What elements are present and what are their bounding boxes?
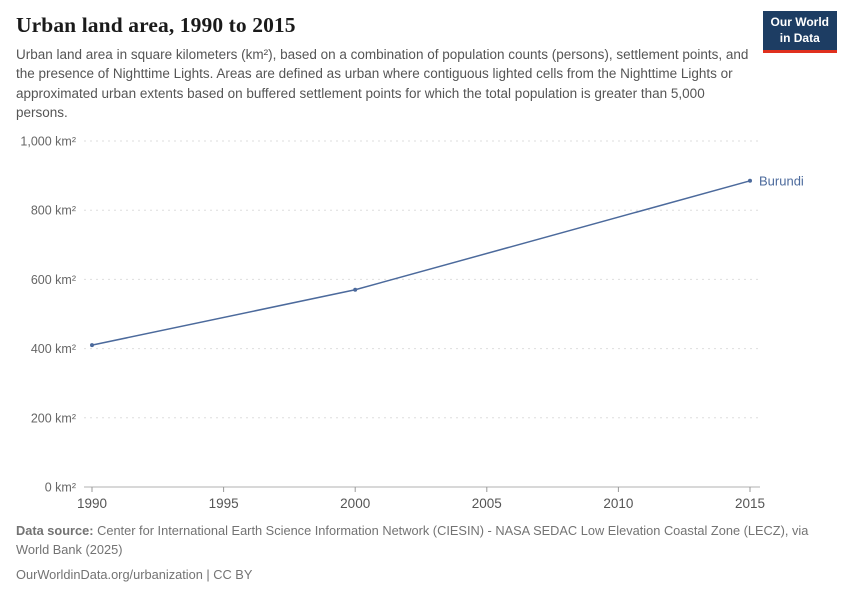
chart-area: 0 km² 200 km² 400 km² 600 km² 800 km² 1,000 k… <box>0 127 850 520</box>
owid-logo-line1: Our World <box>770 15 829 29</box>
line-chart-svg[interactable]: 0 km² 200 km² 400 km² 600 km² 800 km² 1,000 k… <box>0 127 850 515</box>
license-line: OurWorldinData.org/urbanization | CC BY <box>16 567 253 583</box>
y-tick-label: 200 km² <box>31 411 76 425</box>
chart-subtitle: Urban land area in square kilometers (km… <box>16 47 749 120</box>
data-point[interactable] <box>90 343 94 348</box>
data-source-text: Center for International Earth Science I… <box>16 523 809 557</box>
y-tick-label: 0 km² <box>45 481 76 495</box>
series-label: Burundi <box>759 173 804 188</box>
owid-logo: Our World in Data <box>762 11 837 54</box>
y-tick-label: 1,000 km² <box>20 135 76 149</box>
data-point[interactable] <box>353 287 358 292</box>
x-tick-label: 1995 <box>209 496 239 511</box>
owid-logo-line2: in Data <box>779 30 820 45</box>
chart-footer: Data source: Center for International Ea… <box>0 520 850 585</box>
chart-title: Urban land area, 1990 to 2015 <box>16 13 296 37</box>
x-tick-label: 2005 <box>472 496 502 511</box>
data-source: Data source: Center for International Ea… <box>16 522 816 559</box>
data-line[interactable] <box>91 180 751 347</box>
x-tick-label: 1990 <box>77 496 107 511</box>
y-tick-label: 600 km² <box>31 273 76 287</box>
x-tick-label: 2015 <box>735 496 765 511</box>
x-tick-label: 2000 <box>340 496 370 511</box>
x-tick-label: 2010 <box>603 496 633 511</box>
y-tick-label: 400 km² <box>31 342 76 356</box>
data-point[interactable] <box>748 178 752 183</box>
y-tick-label: 800 km² <box>31 204 76 218</box>
data-source-label: Data source: <box>16 523 94 539</box>
chart-header: Urban land area, 1990 to 2015 Urban land… <box>0 0 850 122</box>
